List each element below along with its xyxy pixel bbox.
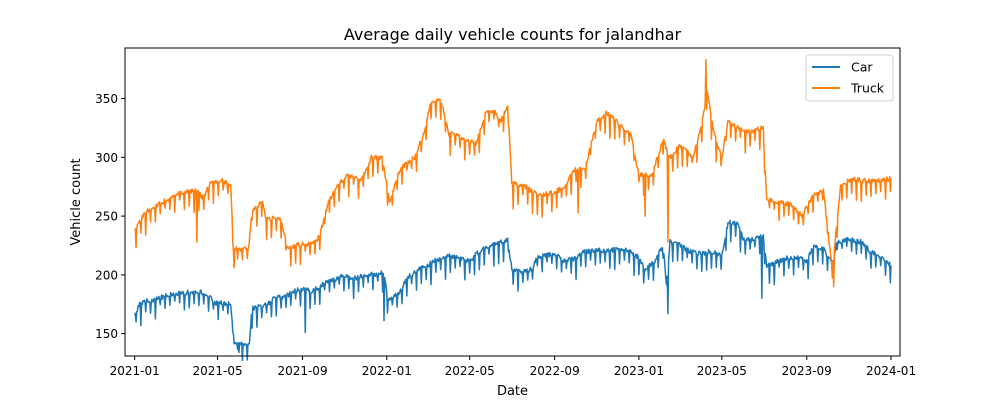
y-tick-label: 200 [95,268,118,282]
legend: Car Truck [805,54,894,102]
y-axis: 150 200 250 300 350 [95,92,125,341]
x-tick-label: 2022-09 [530,364,580,378]
y-tick-label: 300 [95,151,118,165]
x-axis-label: Date [497,384,528,399]
x-tick-label: 2021-05 [192,364,242,378]
x-tick-label: 2023-05 [697,364,747,378]
series-layer [133,59,892,362]
y-tick-label: 150 [95,327,118,341]
y-tick-label: 350 [95,92,118,106]
x-tick-label: 2022-01 [362,364,412,378]
y-axis-label: Vehicle count [69,158,84,245]
chart-title: Average daily vehicle counts for jalandh… [344,25,682,44]
x-tick-label: 2021-09 [277,364,327,378]
y-tick-label: 250 [95,210,118,224]
plot-frame [124,47,901,357]
x-tick-label: 2022-05 [445,364,495,378]
x-axis: 2021-01 2021-05 2021-09 2022-01 2022-05 2022-… [110,356,916,378]
x-tick-label: 2021-01 [110,364,160,378]
x-tick-label: 2024-01 [866,364,916,378]
legend-label-car: Car [851,60,873,75]
legend-label-truck: Truck [850,81,885,96]
x-tick-label: 2023-01 [614,364,664,378]
series-line-truck [134,59,892,288]
x-tick-label: 2023-09 [782,364,832,378]
series-line-car [133,219,892,362]
